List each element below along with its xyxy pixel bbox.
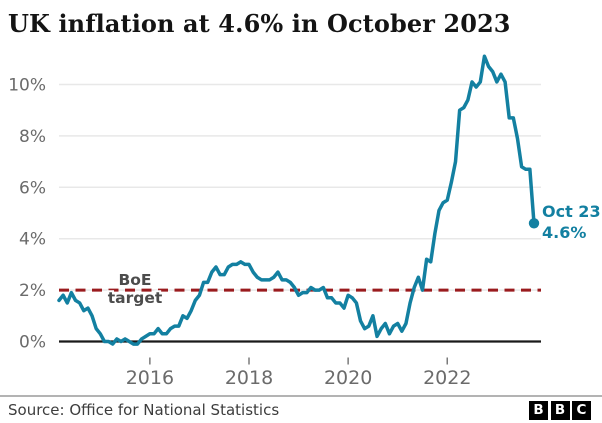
y-axis-label: 10%	[8, 76, 46, 96]
y-axis-label: 8%	[19, 127, 46, 147]
bbc-logo-letter: B	[529, 400, 548, 420]
x-axis-label: 2018	[225, 367, 273, 389]
chart-title: UK inflation at 4.6% in October 2023	[8, 9, 511, 38]
footer: Source: Office for National Statistics B…	[0, 395, 602, 423]
latest-point-label: Oct 23	[542, 202, 601, 221]
x-axis-label: 2020	[324, 367, 372, 389]
latest-point-value: 4.6%	[542, 223, 586, 242]
boe-target-label: target	[108, 289, 163, 307]
y-axis-label: 2%	[19, 281, 46, 301]
x-axis-label: 2022	[423, 367, 471, 389]
y-axis-label: 4%	[19, 230, 46, 250]
y-axis-label: 6%	[19, 178, 46, 198]
bbc-logo-letter: C	[572, 400, 591, 420]
x-axis-label: 2016	[126, 367, 174, 389]
latest-point-marker	[528, 218, 540, 229]
y-axis-label: 0%	[19, 333, 46, 353]
boe-target-label: BoE	[118, 271, 151, 289]
source-label: Source: Office for National Statistics	[8, 401, 280, 419]
bbc-logo-letter: B	[550, 400, 570, 420]
inflation-line-series	[57, 54, 536, 346]
